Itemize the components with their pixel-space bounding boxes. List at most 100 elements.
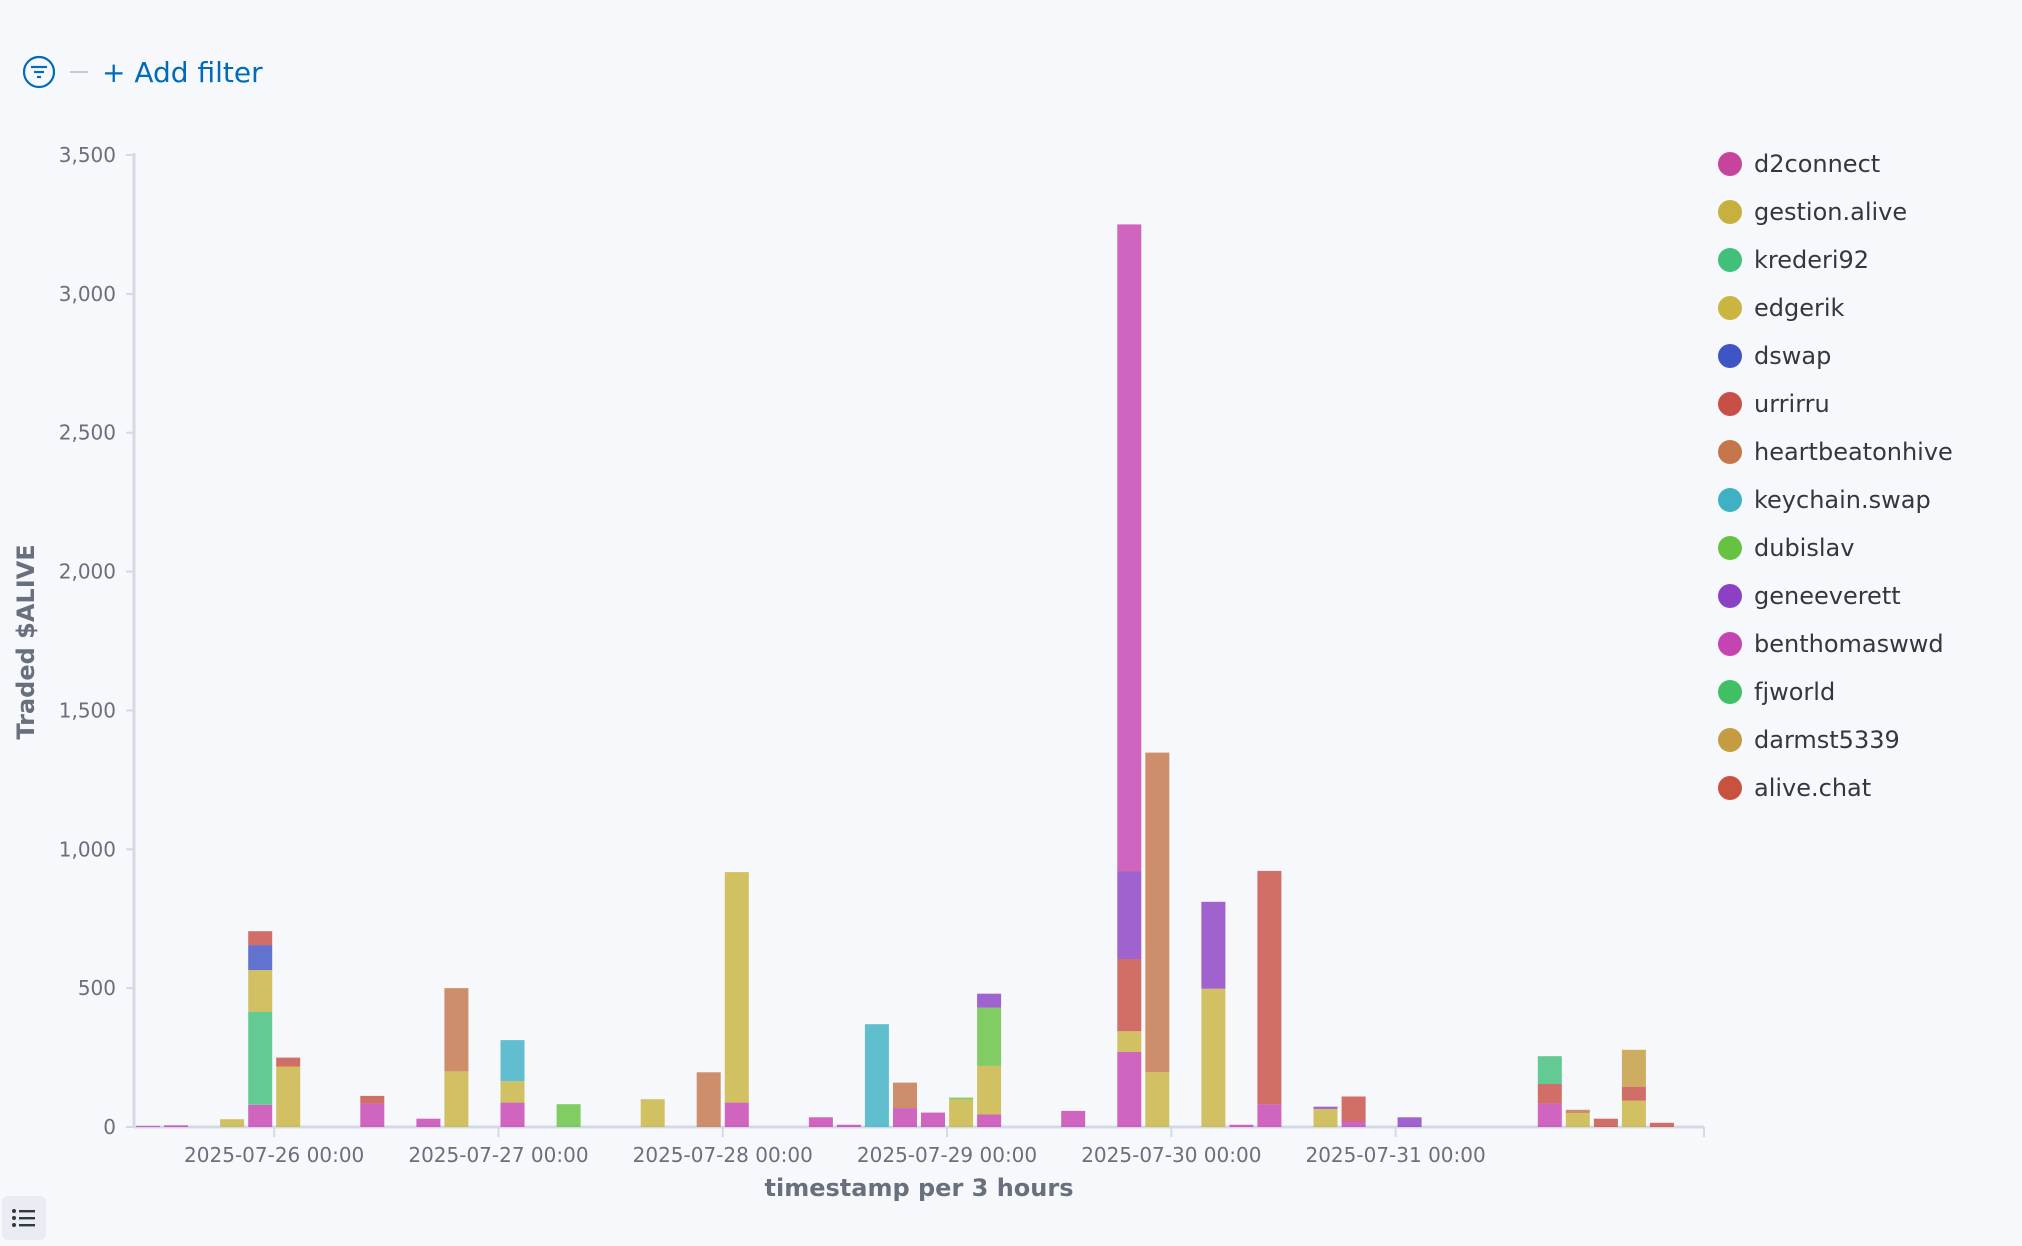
bar-segment-benthomaswwd[interactable]	[416, 1118, 441, 1127]
bar-segment-urrirru[interactable]	[276, 1057, 301, 1067]
legend-item-urrirru[interactable]: urrirru	[1718, 380, 1953, 428]
bar-segment-dswap[interactable]	[248, 945, 273, 971]
bar-segment-benthomaswwd[interactable]	[164, 1125, 189, 1127]
bar-segment-edgerik[interactable]	[1621, 1100, 1646, 1127]
legend-item-benthomaswwd[interactable]: benthomaswwd	[1718, 620, 1953, 668]
legend-color-dot	[1718, 440, 1742, 464]
legend-label: alive.chat	[1754, 774, 1872, 802]
legend-item-fjworld[interactable]: fjworld	[1718, 668, 1953, 716]
bar-segment-edgerik[interactable]	[1117, 1031, 1142, 1052]
bar-segment-urrirru[interactable]	[1593, 1118, 1618, 1127]
legend-item-edgerik[interactable]: edgerik	[1718, 284, 1953, 332]
bar-segment-heartbeatonhive[interactable]	[1565, 1109, 1590, 1114]
bar-segment-krederi92[interactable]	[1537, 1056, 1562, 1084]
filter-icon[interactable]	[22, 55, 56, 89]
bar-segment-edgerik[interactable]	[949, 1099, 974, 1127]
legend-color-dot	[1718, 680, 1742, 704]
bars	[136, 224, 1674, 1127]
legend-item-keychain-swap[interactable]: keychain.swap	[1718, 476, 1953, 524]
legend-item-dswap[interactable]: dswap	[1718, 332, 1953, 380]
bar-segment-urrirru[interactable]	[1117, 959, 1142, 1032]
bar-segment-heartbeatonhive[interactable]	[696, 1072, 721, 1127]
bar-segment-urrirru[interactable]	[1257, 870, 1282, 1105]
bar-segment-edgerik[interactable]	[1145, 1072, 1170, 1127]
bar-segment-urrirru[interactable]	[1537, 1084, 1562, 1104]
bar-segment-edgerik[interactable]	[1565, 1113, 1590, 1127]
bar-segment-edgerik[interactable]	[248, 970, 273, 1012]
bar-segment-keychain-swap[interactable]	[864, 1024, 889, 1127]
y-tick-label: 3,000	[59, 282, 116, 306]
bar-segment-urrirru[interactable]	[1621, 1086, 1646, 1101]
bar-segment-benthomaswwd[interactable]	[1117, 1052, 1142, 1127]
bar-segment-edgerik[interactable]	[724, 872, 749, 1103]
bar-segment-darmst5339[interactable]	[1621, 1049, 1646, 1087]
bar-segment-benthomaswwd[interactable]	[360, 1103, 385, 1127]
bar-segment-geneeverett[interactable]	[1201, 901, 1226, 989]
legend-color-dot	[1718, 248, 1742, 272]
legend-color-dot	[1718, 776, 1742, 800]
bar-segment-benthomaswwd[interactable]	[136, 1125, 160, 1127]
bar-segment-geneeverett[interactable]	[977, 993, 1002, 1008]
bar-segment-geneeverett[interactable]	[1313, 1106, 1338, 1109]
bar-segment-benthomaswwd[interactable]	[1537, 1103, 1562, 1127]
bar-segment-heartbeatonhive[interactable]	[893, 1082, 917, 1109]
legend-item-geneeverett[interactable]: geneeverett	[1718, 572, 1953, 620]
bar-segment-benthomaswwd[interactable]	[1229, 1124, 1254, 1127]
legend-item-alive-chat[interactable]: alive.chat	[1718, 764, 1953, 812]
legend-label: dubislav	[1754, 534, 1855, 562]
bar-segment-keychain-swap[interactable]	[500, 1040, 525, 1082]
legend-item-darmst5339[interactable]: darmst5339	[1718, 716, 1953, 764]
bar-segment-edgerik[interactable]	[500, 1081, 525, 1103]
bar-segment-edgerik[interactable]	[640, 1099, 665, 1127]
list-icon[interactable]	[2, 1196, 46, 1240]
bar-segment-heartbeatonhive[interactable]	[1145, 752, 1170, 1072]
legend-label: fjworld	[1754, 678, 1836, 706]
bar-segment-krederi92[interactable]	[248, 1011, 273, 1105]
bar-segment-edgerik[interactable]	[220, 1119, 245, 1127]
bar-segment-edgerik[interactable]	[1201, 988, 1226, 1127]
bar-segment-benthomaswwd[interactable]	[500, 1102, 525, 1127]
bar-segment-edgerik[interactable]	[1313, 1108, 1338, 1127]
bar-segment-benthomaswwd[interactable]	[1061, 1110, 1086, 1127]
bar-segment-dubislav[interactable]	[949, 1097, 974, 1100]
bar-segment-benthomaswwd[interactable]	[1117, 224, 1142, 872]
legend-item-heartbeatonhive[interactable]: heartbeatonhive	[1718, 428, 1953, 476]
bar-segment-dubislav[interactable]	[556, 1104, 581, 1127]
bar-segment-benthomaswwd[interactable]	[977, 1114, 1002, 1128]
y-axis: 0 500 1,000 1,500 2,000 2,500 3,000 3,500	[59, 143, 136, 1139]
bar-segment-benthomaswwd[interactable]	[836, 1124, 861, 1127]
bar-segment-urrirru[interactable]	[248, 931, 273, 946]
legend-item-dubislav[interactable]: dubislav	[1718, 524, 1953, 572]
legend-color-dot	[1718, 344, 1742, 368]
legend-label: benthomaswwd	[1754, 630, 1944, 658]
bar-segment-edgerik[interactable]	[977, 1065, 1002, 1115]
bar-segment-benthomaswwd[interactable]	[1341, 1121, 1366, 1127]
x-tick-label: 2025-07-29 00:00	[857, 1143, 1037, 1167]
bar-segment-edgerik[interactable]	[444, 1071, 469, 1128]
bar-segment-edgerik[interactable]	[276, 1066, 301, 1128]
add-filter-button[interactable]: + Add filter	[102, 55, 263, 89]
legend-color-dot	[1718, 152, 1742, 176]
bar-segment-geneeverett[interactable]	[1117, 871, 1142, 960]
y-tick-label: 2,000	[59, 560, 116, 584]
bar-segment-benthomaswwd[interactable]	[724, 1102, 749, 1127]
legend-item-d2connect[interactable]: d2connect	[1718, 140, 1953, 188]
bar-segment-urrirru[interactable]	[360, 1095, 385, 1104]
legend-color-dot	[1718, 536, 1742, 560]
x-tick-label: 2025-07-30 00:00	[1081, 1143, 1261, 1167]
bar-segment-dubislav[interactable]	[977, 1007, 1002, 1066]
bar-segment-geneeverett[interactable]	[1397, 1117, 1422, 1127]
bar-segment-benthomaswwd[interactable]	[893, 1108, 917, 1127]
bar-segment-benthomaswwd[interactable]	[248, 1104, 273, 1127]
legend-item-gestion-alive[interactable]: gestion.alive	[1718, 188, 1953, 236]
legend-item-krederi92[interactable]: krederi92	[1718, 236, 1953, 284]
bar-segment-benthomaswwd[interactable]	[1257, 1104, 1282, 1127]
bar-segment-benthomaswwd[interactable]	[921, 1112, 945, 1127]
legend-label: keychain.swap	[1754, 486, 1931, 514]
bar-segment-heartbeatonhive[interactable]	[444, 988, 469, 1072]
bar-segment-benthomaswwd[interactable]	[808, 1117, 833, 1127]
legend-label: heartbeatonhive	[1754, 438, 1953, 466]
bar-segment-urrirru[interactable]	[1341, 1096, 1366, 1122]
bar-segment-urrirru[interactable]	[1649, 1122, 1674, 1127]
x-tick-label: 2025-07-31 00:00	[1305, 1143, 1485, 1167]
